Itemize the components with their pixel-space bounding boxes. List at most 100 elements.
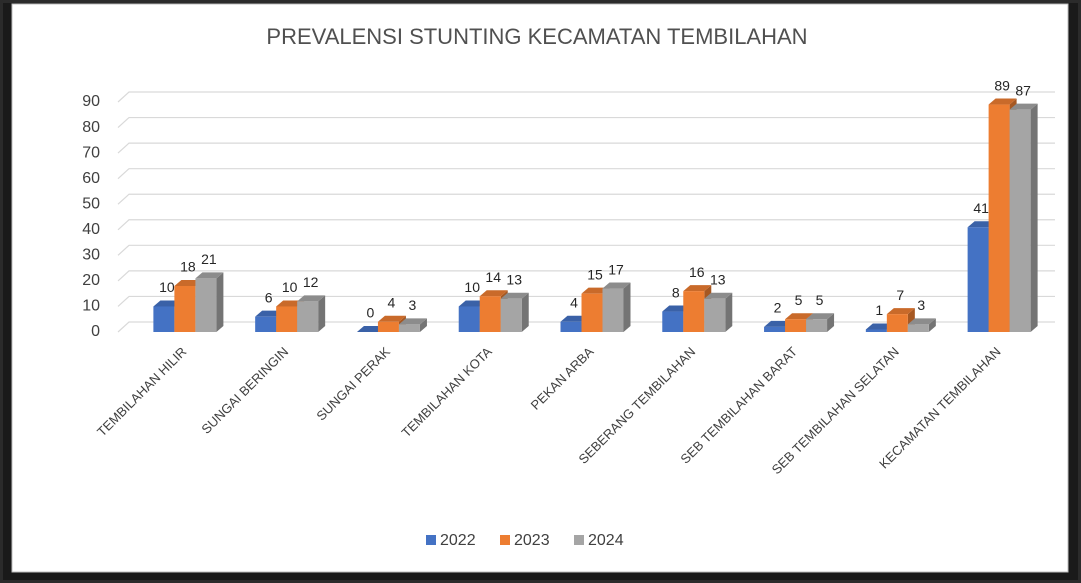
bar (174, 286, 196, 332)
value-label: 89 (994, 77, 1010, 93)
bar-top (806, 313, 835, 320)
bar (865, 329, 887, 332)
value-label: 3 (917, 297, 925, 313)
bar (806, 319, 828, 332)
bar (297, 301, 319, 332)
bar (683, 291, 705, 332)
bar-side (623, 282, 631, 332)
bar-top (398, 318, 427, 325)
bar-top (500, 292, 529, 299)
bar (500, 298, 522, 332)
bar (276, 306, 298, 332)
bar (967, 227, 989, 332)
value-label: 10 (282, 279, 298, 295)
value-label: 6 (265, 289, 273, 305)
bar (458, 306, 480, 332)
value-label: 21 (201, 251, 217, 267)
value-label: 0 (367, 305, 375, 321)
y-tick-label: 0 (91, 323, 100, 340)
grid-line (117, 168, 1055, 180)
value-label: 12 (303, 274, 319, 290)
bar-top (602, 282, 631, 289)
bar-top (195, 272, 224, 279)
bar-top (704, 292, 733, 299)
grid-line (117, 142, 1055, 154)
bar-side (827, 313, 835, 332)
bar (602, 288, 624, 332)
bar (153, 306, 175, 332)
bar-top (886, 308, 915, 315)
bar-top (907, 318, 936, 325)
y-tick-label: 90 (82, 93, 100, 110)
y-tick-label: 60 (82, 170, 100, 187)
y-tick-label: 40 (82, 221, 100, 238)
bar-side (419, 318, 427, 332)
bar-top (988, 98, 1017, 105)
legend-label: 2023 (514, 532, 550, 549)
grid-line (117, 193, 1055, 205)
bar-side (521, 292, 529, 332)
value-label: 5 (795, 292, 803, 308)
value-label: 4 (570, 294, 578, 310)
grid-line (117, 321, 1055, 333)
bar (764, 326, 786, 332)
value-label: 14 (485, 269, 501, 285)
bar (398, 324, 420, 332)
bar (704, 298, 726, 332)
bar (195, 278, 217, 332)
bar-top (683, 285, 712, 292)
bar-side (1030, 103, 1038, 333)
grid-line (117, 244, 1055, 256)
grid-line (117, 219, 1055, 231)
grid-line (117, 91, 1055, 103)
y-tick-label: 20 (82, 272, 100, 289)
bar-side (928, 318, 936, 332)
legend-label: 2024 (588, 532, 624, 549)
y-tick-label: 10 (82, 298, 100, 315)
legend-swatch (426, 535, 436, 545)
value-label: 16 (689, 264, 705, 280)
legend-swatch (574, 535, 584, 545)
legend-label: 2022 (440, 532, 476, 549)
bar-side (216, 272, 224, 332)
value-label: 13 (506, 271, 522, 287)
grid-line (117, 270, 1055, 282)
value-label: 5 (816, 292, 824, 308)
y-tick-label: 70 (82, 144, 100, 161)
value-label: 1 (875, 302, 883, 318)
value-label: 4 (388, 294, 396, 310)
value-label: 15 (587, 266, 603, 282)
bar (785, 319, 807, 332)
bar (988, 104, 1010, 332)
value-label: 13 (710, 271, 726, 287)
value-label: 17 (608, 261, 624, 277)
bar-side (318, 295, 326, 332)
bar-side (725, 292, 733, 332)
grid-line (117, 116, 1055, 128)
value-label: 41 (973, 200, 989, 216)
value-label: 7 (896, 287, 904, 303)
chart-title: PREVALENSI STUNTING KECAMATAN TEMBILAHAN (266, 24, 807, 49)
value-label: 87 (1015, 82, 1031, 98)
value-label: 18 (180, 259, 196, 275)
bar (255, 316, 277, 332)
bar-top (479, 290, 508, 297)
bar (581, 293, 603, 332)
value-label: 10 (464, 279, 480, 295)
bar (886, 314, 908, 332)
y-tick-label: 80 (82, 119, 100, 136)
value-label: 2 (774, 300, 782, 316)
grid-line (117, 295, 1055, 307)
bar-top (297, 295, 326, 302)
y-tick-label: 50 (82, 195, 100, 212)
y-tick-label: 30 (82, 247, 100, 264)
legend-swatch (500, 535, 510, 545)
bar (907, 324, 929, 332)
bar-top (377, 315, 406, 322)
bar (1009, 109, 1031, 333)
value-label: 3 (409, 297, 417, 313)
value-label: 8 (672, 284, 680, 300)
bar-top (785, 313, 814, 320)
